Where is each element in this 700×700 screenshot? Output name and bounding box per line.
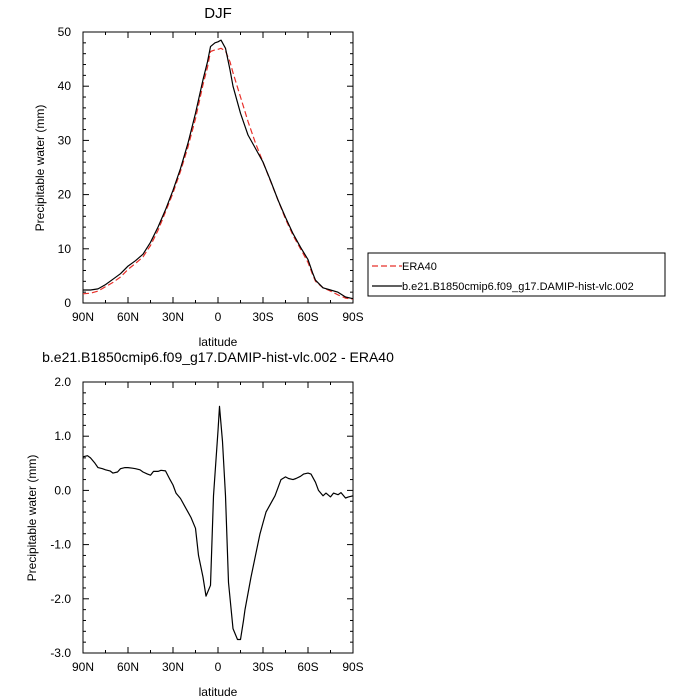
top-plot-area: 90N 60N 30N 0 30S 60S 90S 0 10 20 30 40 50 (58, 25, 364, 324)
bottom-chart-title: b.e21.B1850cmip6.f09_g17.DAMIP-hist-vlc.… (42, 349, 394, 365)
top-chart: DJF Precipitable water (mm) latitude 90N… (33, 5, 666, 349)
bottom-x-tick-label: 90S (342, 660, 363, 674)
bottom-x-tick-label: 0 (215, 660, 222, 674)
top-chart-ylabel: Precipitable water (mm) (33, 105, 47, 232)
bottom-plot-area: 90N 60N 30N 0 30S 60S 90S 2.0 1.0 0.0 -1.0 -2.0 -3.0 (50, 375, 363, 674)
top-series-line-b-e21-b1850cmip6-f09-g17 (83, 39, 354, 300)
top-series-line-era40 (82, 47, 354, 300)
bottom-x-tick-label: 30S (252, 660, 273, 674)
bottom-y-tick-label: -3.0 (50, 646, 71, 660)
top-y-tick-label: 0 (64, 296, 71, 310)
bottom-x-tick-label: 90N (72, 660, 94, 674)
top-plot-frame (82, 31, 354, 304)
top-y-tick-label: 40 (58, 79, 72, 93)
bottom-y-tick-label: 0.0 (54, 483, 71, 497)
bottom-y-tick-label: -1.0 (50, 538, 71, 552)
bottom-chart-xlabel: latitude (199, 685, 238, 699)
bottom-x-tick-label: 60S (297, 660, 318, 674)
top-y-tick-label: 50 (58, 25, 72, 39)
top-y-tick-label: 30 (58, 133, 72, 147)
bottom-series-line-diff (82, 405, 354, 641)
top-x-tick-label: 90S (342, 310, 363, 324)
top-x-tick-label: 60S (297, 310, 318, 324)
top-x-tick-label: 90N (72, 310, 94, 324)
legend-box (367, 252, 666, 297)
bottom-chart-ylabel: Precipitable water (mm) (25, 455, 39, 582)
legend-label-model: b.e21.B1850cmip6.f09_g17.DAMIP-hist-vlc.… (402, 281, 634, 293)
top-chart-title: DJF (204, 5, 232, 22)
bottom-chart: b.e21.B1850cmip6.f09_g17.DAMIP-hist-vlc.… (25, 349, 394, 699)
legend: ERA40 b.e21.B1850cmip6.f09_g17.DAMIP-his… (367, 252, 666, 297)
bottom-y-tick-label: 1.0 (54, 429, 71, 443)
top-x-tick-label: 60N (117, 310, 139, 324)
bottom-y-tick-label: 2.0 (54, 375, 71, 389)
top-y-tick-label: 10 (58, 242, 72, 256)
top-y-tick-label: 20 (58, 188, 72, 202)
top-x-tick-label: 0 (215, 310, 222, 324)
legend-label-era40: ERA40 (402, 261, 437, 273)
top-x-tick-label: 30S (252, 310, 273, 324)
bottom-x-tick-label: 30N (162, 660, 184, 674)
bottom-x-tick-label: 60N (117, 660, 139, 674)
top-x-tick-label: 30N (162, 310, 184, 324)
bottom-y-tick-label: -2.0 (50, 592, 71, 606)
top-chart-xlabel: latitude (199, 335, 238, 349)
